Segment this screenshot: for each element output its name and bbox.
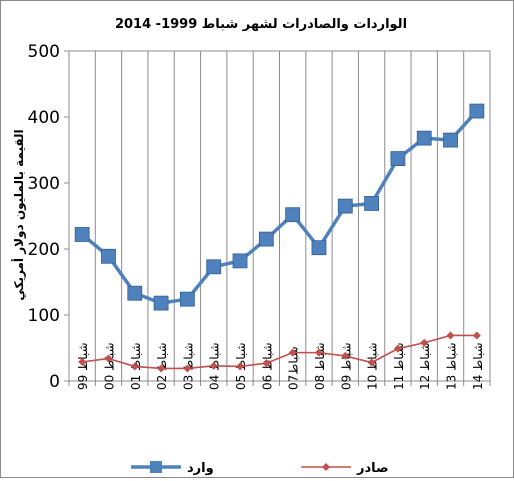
data-point xyxy=(393,344,402,353)
legend-label: وارد xyxy=(187,461,214,476)
x-tick-label: شباط07 xyxy=(287,346,301,390)
data-point xyxy=(183,364,192,373)
chart-title: الواردات والصادرات لشهر شباط 1999- 2014 xyxy=(115,17,407,32)
data-point xyxy=(209,361,218,370)
y-tick-label: 0 xyxy=(49,372,60,392)
y-tick-label: 200 xyxy=(28,240,60,260)
data-point xyxy=(390,151,406,166)
x-tick-label: شباط 11 xyxy=(392,342,406,390)
data-point xyxy=(180,291,195,307)
data-point xyxy=(262,359,271,368)
y-tick-label: 100 xyxy=(28,306,60,326)
data-point xyxy=(236,362,245,371)
x-tick-label: شباط 12 xyxy=(418,342,432,390)
data-point xyxy=(232,253,248,269)
data-point xyxy=(153,295,169,311)
data-point xyxy=(314,348,323,357)
data-point xyxy=(367,358,376,367)
legend-marker xyxy=(150,461,162,473)
data-point xyxy=(472,331,481,340)
data-point xyxy=(443,132,458,148)
series-line xyxy=(81,109,479,305)
x-tick-label: شباط 06 xyxy=(260,342,274,390)
data-point xyxy=(130,362,139,371)
data-point xyxy=(446,331,455,340)
data-point xyxy=(341,351,350,360)
y-axis-label: القيمة بالمليون دولار أمريكي xyxy=(11,129,27,300)
data-point xyxy=(416,130,432,146)
data-point xyxy=(206,259,222,275)
data-point xyxy=(288,348,297,357)
series-line xyxy=(82,334,477,370)
x-tick-label: شباط 13 xyxy=(445,342,459,390)
x-tick-label: شباط 10 xyxy=(366,342,380,390)
data-point xyxy=(74,227,90,242)
data-point xyxy=(337,198,353,214)
data-point xyxy=(101,248,116,264)
x-tick-label: شباط 08 xyxy=(313,342,327,390)
y-tick-label: 500 xyxy=(28,42,60,62)
x-tick-label: شباط 00 xyxy=(102,342,116,390)
y-tick-label: 300 xyxy=(28,174,60,194)
data-point xyxy=(78,357,87,366)
x-tick-label: شباط 09 xyxy=(339,342,353,390)
data-point xyxy=(127,285,143,301)
y-tick-label: 400 xyxy=(28,108,60,128)
data-point xyxy=(104,354,113,363)
data-point xyxy=(311,240,327,256)
x-tick-label: شباط 14 xyxy=(471,342,485,390)
data-point xyxy=(420,338,429,347)
data-point xyxy=(258,231,274,247)
data-point xyxy=(469,103,485,119)
data-point xyxy=(157,364,166,373)
data-point xyxy=(285,207,301,223)
x-tick-label: شباط 99 xyxy=(76,342,90,390)
data-point xyxy=(364,196,379,211)
legend-label: صادر xyxy=(356,461,389,476)
legend-marker xyxy=(322,463,330,471)
